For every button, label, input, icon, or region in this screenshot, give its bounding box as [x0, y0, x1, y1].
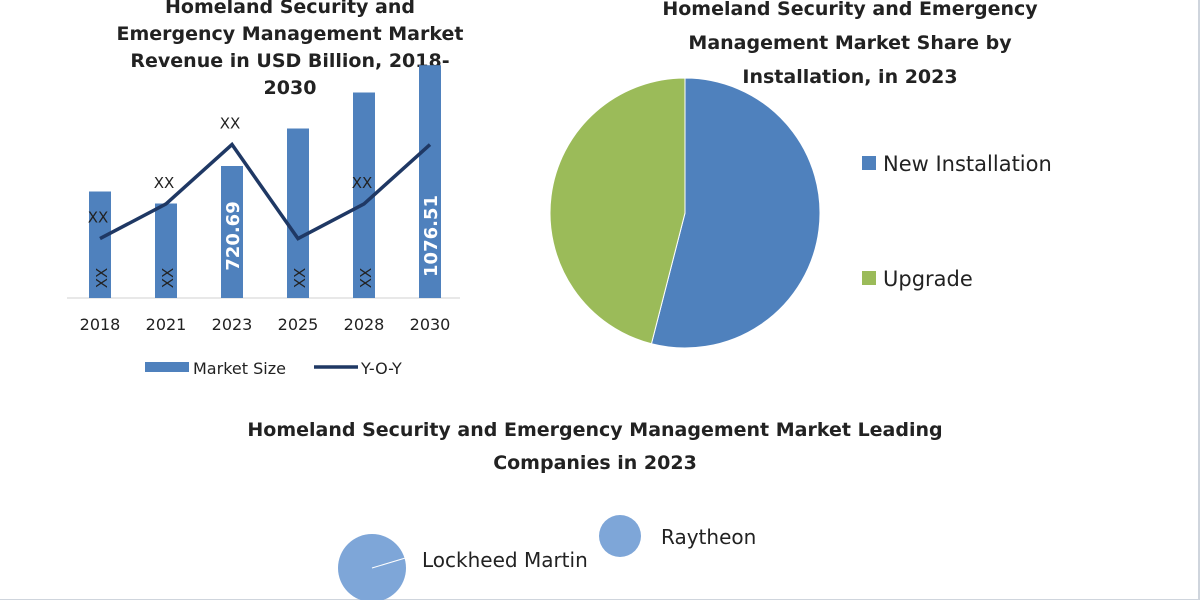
x-tick-label-2028: 2028	[344, 315, 385, 334]
bar-market-size-2030	[419, 65, 441, 298]
pie-legend-swatch-1	[862, 271, 876, 285]
line-point-label-2028: XX	[352, 174, 373, 192]
x-tick-label-2023: 2023	[212, 315, 253, 334]
x-tick-label-2021: 2021	[146, 315, 187, 334]
bar-market-size-2028	[353, 92, 375, 298]
line-point-label-2021: XX	[154, 174, 175, 192]
bubble-lockheed-martin	[338, 534, 406, 600]
bubble-raytheon	[599, 515, 641, 557]
bar-market-size-2023	[221, 166, 243, 298]
bar-value-label-2028: XX	[357, 268, 375, 289]
x-tick-label-2025: 2025	[278, 315, 319, 334]
bubble-label-lockheed-martin: Lockheed Martin	[422, 548, 588, 572]
bar-chart-title: Homeland Security and Emergency Manageme…	[116, 0, 464, 99]
bubble-leader-line-lockheed-martin	[371, 555, 413, 569]
bar-value-label-2018: XX	[93, 268, 111, 289]
legend-swatch-market-size	[145, 362, 189, 372]
line-point-label-2023: XX	[220, 115, 241, 133]
bar-value-label-2021: XX	[159, 268, 177, 289]
x-tick-label-2030: 2030	[410, 315, 451, 334]
x-tick-label-2018: 2018	[80, 315, 121, 334]
pie-slice-new-installation	[650, 77, 821, 349]
bar-market-size-2021	[155, 203, 177, 298]
pie-slice-upgrade	[549, 77, 686, 345]
bar-value-label-2030: 1076.51	[421, 195, 442, 277]
legend-label-yoy: Y-O-Y	[360, 359, 402, 378]
bar-value-label-2025: XX	[291, 268, 309, 289]
pie-legend-swatch-0	[862, 156, 876, 170]
line-point-label-2018: XX	[88, 209, 109, 227]
bar-value-label-2023: 720.69	[223, 201, 244, 270]
line-yoy	[99, 141, 432, 241]
bar-market-size-2018	[89, 191, 111, 298]
legend-label-market-size: Market Size	[193, 359, 286, 378]
pie-legend-label-0: New Installation	[883, 152, 1052, 176]
bubble-label-raytheon: Raytheon	[661, 525, 756, 549]
pie-chart-title: Homeland Security and Emergency Manageme…	[662, 0, 1038, 88]
bubble-chart-title: Homeland Security and Emergency Manageme…	[247, 419, 943, 474]
bar-market-size-2025	[287, 128, 309, 298]
pie-legend-label-1: Upgrade	[883, 267, 973, 291]
